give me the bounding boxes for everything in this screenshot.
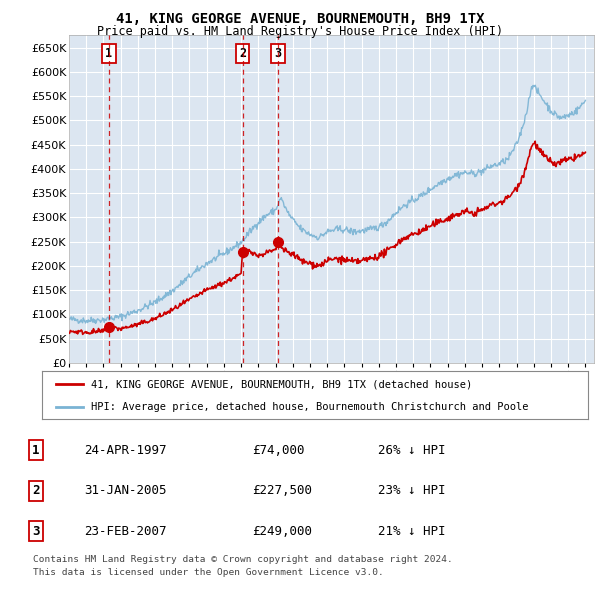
Text: 2: 2 [239, 47, 246, 60]
Text: 31-JAN-2005: 31-JAN-2005 [84, 484, 167, 497]
Text: Contains HM Land Registry data © Crown copyright and database right 2024.: Contains HM Land Registry data © Crown c… [33, 555, 453, 563]
Text: This data is licensed under the Open Government Licence v3.0.: This data is licensed under the Open Gov… [33, 568, 384, 576]
Text: 26% ↓ HPI: 26% ↓ HPI [378, 444, 445, 457]
Text: Price paid vs. HM Land Registry's House Price Index (HPI): Price paid vs. HM Land Registry's House … [97, 25, 503, 38]
Text: 23-FEB-2007: 23-FEB-2007 [84, 525, 167, 538]
Text: 1: 1 [32, 444, 40, 457]
Text: £227,500: £227,500 [252, 484, 312, 497]
Text: 41, KING GEORGE AVENUE, BOURNEMOUTH, BH9 1TX: 41, KING GEORGE AVENUE, BOURNEMOUTH, BH9… [116, 12, 484, 26]
Text: £249,000: £249,000 [252, 525, 312, 538]
Text: 41, KING GEORGE AVENUE, BOURNEMOUTH, BH9 1TX (detached house): 41, KING GEORGE AVENUE, BOURNEMOUTH, BH9… [91, 379, 472, 389]
Text: 1: 1 [105, 47, 112, 60]
Text: 2: 2 [32, 484, 40, 497]
Text: HPI: Average price, detached house, Bournemouth Christchurch and Poole: HPI: Average price, detached house, Bour… [91, 402, 529, 412]
Text: 21% ↓ HPI: 21% ↓ HPI [378, 525, 445, 538]
Text: £74,000: £74,000 [252, 444, 305, 457]
Text: 24-APR-1997: 24-APR-1997 [84, 444, 167, 457]
Text: 3: 3 [32, 525, 40, 538]
Text: 23% ↓ HPI: 23% ↓ HPI [378, 484, 445, 497]
Text: 3: 3 [275, 47, 282, 60]
